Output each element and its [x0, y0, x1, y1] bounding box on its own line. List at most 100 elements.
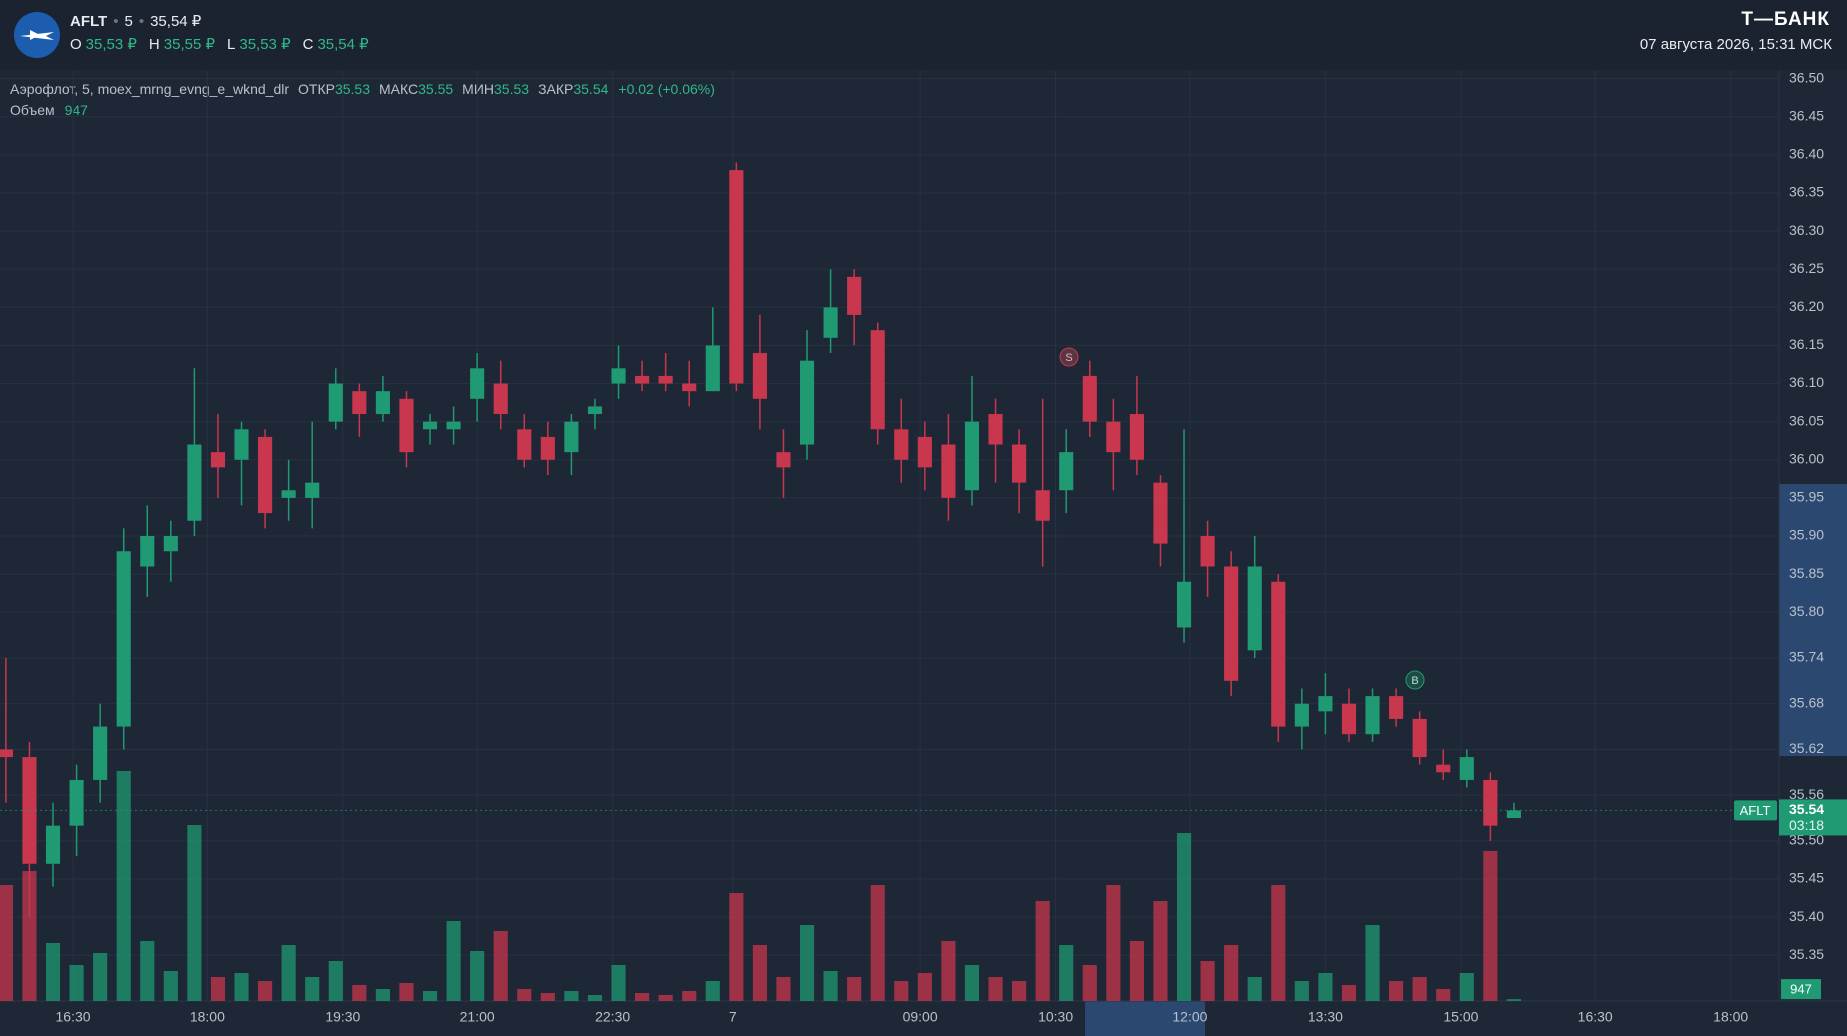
- y-tick-label: 35.40: [1789, 908, 1824, 924]
- volume-bar: [470, 951, 485, 1001]
- candle-body: [611, 368, 626, 384]
- volume-bar: [1082, 965, 1097, 1001]
- candle-body: [988, 414, 1003, 445]
- volume-bar: [93, 953, 108, 1001]
- volume-bar: [1153, 901, 1168, 1001]
- volume-bar: [635, 993, 650, 1001]
- candle-body: [635, 375, 650, 384]
- candle-body: [1294, 703, 1309, 727]
- y-tick-label: 35.95: [1789, 489, 1824, 505]
- candle-body: [917, 436, 932, 468]
- volume-bar: [611, 965, 626, 1001]
- candle-body: [941, 444, 956, 498]
- ohlc-line: O 35,53 ₽ H 35,55 ₽ L 35,53 ₽ C 35,54 ₽: [70, 36, 369, 53]
- volume-bar: [847, 977, 862, 1001]
- axis-highlight: [1779, 484, 1847, 756]
- volume-bar: [1176, 833, 1192, 1001]
- candle-body: [1153, 482, 1168, 544]
- legend-value: 35.53: [335, 81, 370, 97]
- volume-bar: [587, 995, 603, 1001]
- volume-bar: [1389, 981, 1404, 1001]
- volume-bar: [1318, 973, 1333, 1001]
- candle-body: [305, 482, 320, 498]
- candle-body: [729, 170, 744, 384]
- volume-bar: [305, 977, 320, 1001]
- x-tick-label: 18:00: [190, 1009, 225, 1025]
- candle-body: [517, 429, 532, 460]
- candle-body: [894, 429, 909, 460]
- candle-body: [1318, 696, 1333, 712]
- y-tick-label: 36.15: [1789, 336, 1824, 352]
- y-tick-label: 36.00: [1789, 450, 1824, 466]
- legend-value: 35.53: [494, 81, 529, 97]
- volume-bar: [564, 991, 579, 1001]
- y-tick-label: 36.35: [1789, 184, 1824, 200]
- interval: 5: [124, 13, 132, 30]
- signal-sell: S: [1059, 347, 1079, 367]
- signal-buy: B: [1405, 670, 1425, 690]
- volume-bar: [917, 973, 932, 1001]
- volume-bar: [517, 989, 532, 1001]
- y-tick-label: 35.85: [1789, 565, 1824, 581]
- x-tick-label: 12:00: [1172, 1009, 1207, 1025]
- x-tick-label: 16:30: [56, 1009, 91, 1025]
- candle-body: [587, 406, 603, 415]
- volume-bar: [69, 965, 84, 1001]
- signal-label: S: [1065, 352, 1072, 364]
- volume-bar: [894, 981, 909, 1001]
- volume-bar: [1059, 945, 1074, 1001]
- ohlc-value: 35,54 ₽: [317, 36, 369, 53]
- volume-bar: [140, 941, 155, 1001]
- volume-tag-label: 947: [1790, 982, 1812, 997]
- volume-bar: [964, 965, 980, 1001]
- y-tick-label: 35.74: [1789, 649, 1824, 665]
- candle-body: [1506, 810, 1521, 819]
- volume-bar: [0, 885, 13, 1001]
- candle-body: [116, 551, 131, 727]
- x-tick-label: 7: [729, 1009, 737, 1025]
- volume-bar: [375, 989, 390, 1001]
- y-tick-label: 35.35: [1789, 946, 1824, 962]
- volume-bar: [658, 995, 673, 1001]
- candle-body: [682, 383, 697, 392]
- symbol-tag-label: AFLT: [1740, 803, 1771, 818]
- volume-bar: [399, 983, 414, 1001]
- header-bar: [0, 0, 1847, 70]
- volume-bar: [1106, 885, 1121, 1001]
- candle-body: [281, 490, 296, 498]
- volume-bar: [1247, 977, 1262, 1001]
- dot: •: [113, 13, 118, 30]
- candle-body: [93, 726, 108, 780]
- ohlc-value: 35,53 ₽: [239, 36, 291, 53]
- candle-body: [564, 421, 579, 453]
- volume-bar: [823, 971, 838, 1001]
- candles: [0, 162, 1779, 918]
- volume-bar: [540, 993, 555, 1001]
- symbol: AFLT: [70, 13, 107, 30]
- y-tick-label: 35.62: [1789, 740, 1824, 756]
- volume-bar: [1271, 885, 1286, 1001]
- legend-key: МИН: [462, 81, 494, 97]
- volume-bar: [988, 977, 1003, 1001]
- axes: 35.35 35.40 35.45 35.50 35.56 35.62 35.68 35.74…: [56, 69, 1847, 1025]
- volume-bar: [1035, 901, 1050, 1001]
- logo-plane: [20, 30, 54, 40]
- candle-body: [1271, 581, 1286, 727]
- volume-bar: [870, 885, 885, 1001]
- x-tick-label: 13:30: [1308, 1009, 1343, 1025]
- volume-bar: [799, 925, 815, 1001]
- candle-body: [823, 307, 838, 338]
- volume-bar: [1436, 989, 1451, 1001]
- y-tick-label: 36.30: [1789, 222, 1824, 238]
- price-tag-timer: 03:18: [1789, 817, 1824, 833]
- candle-body: [964, 421, 980, 491]
- candle-body: [0, 749, 13, 758]
- candle-body: [446, 421, 461, 430]
- volume-bar: [1294, 981, 1309, 1001]
- candle-body: [776, 452, 791, 468]
- legend-key: ЗАКР: [538, 81, 573, 97]
- ohlc-key: L: [227, 36, 235, 53]
- price-tag: [1779, 799, 1847, 836]
- candle-body: [1365, 696, 1380, 735]
